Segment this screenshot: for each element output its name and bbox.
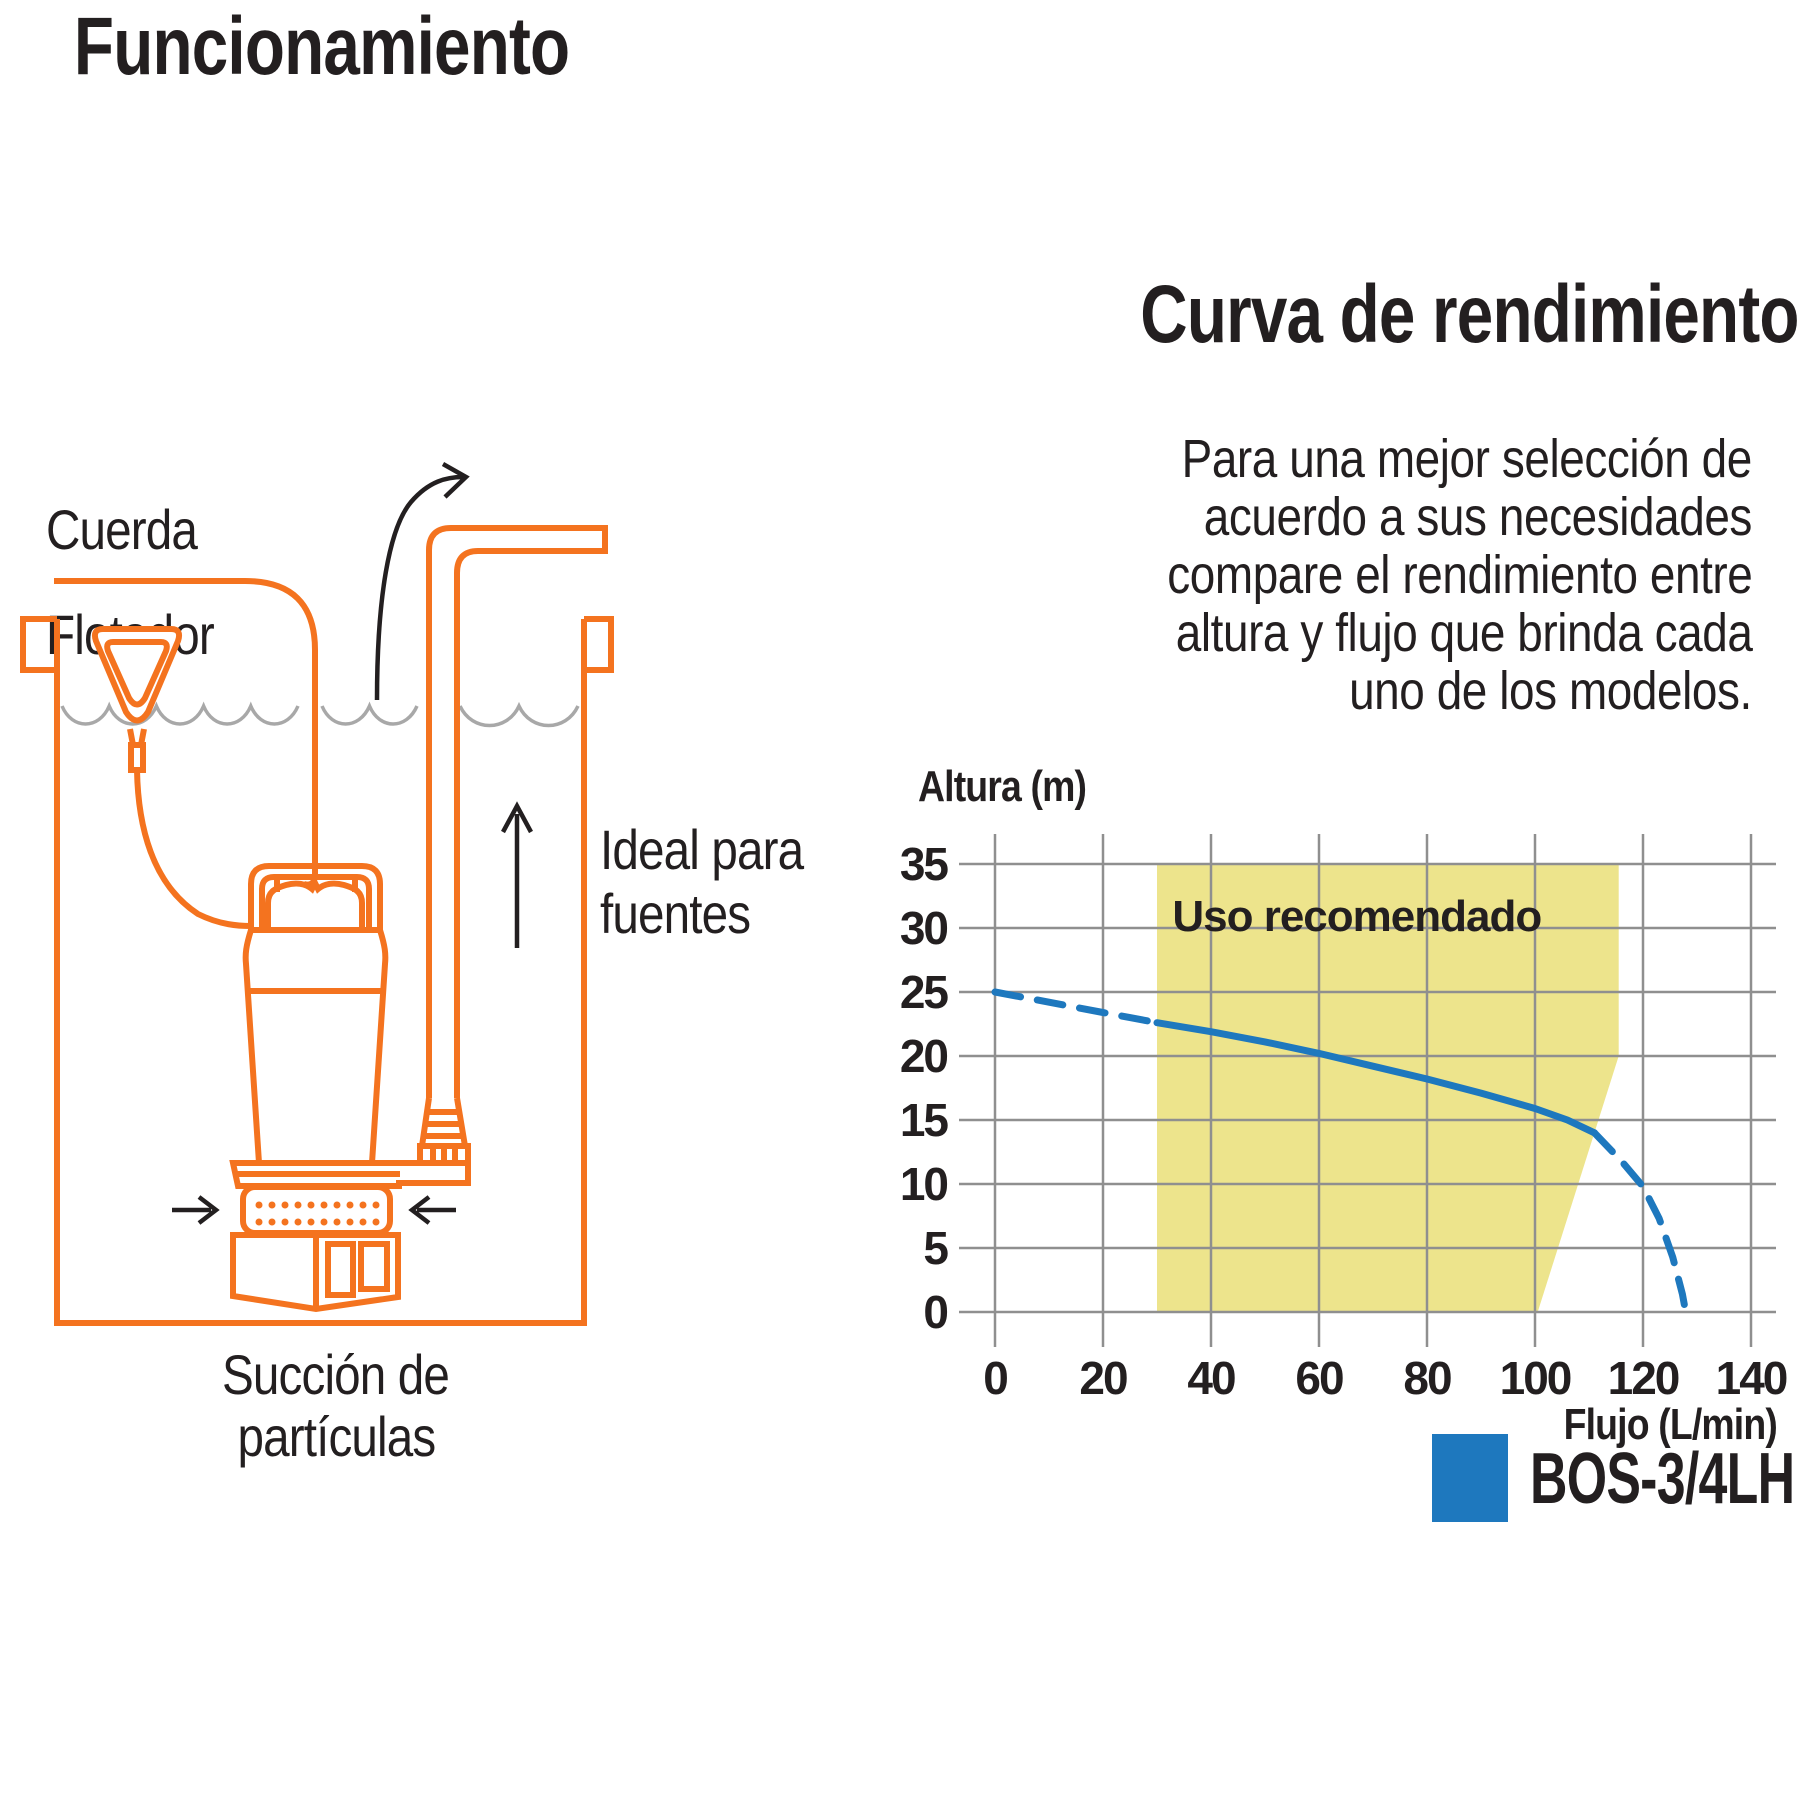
paragraph-line: altura y flujo que brinda cada <box>1175 603 1752 663</box>
y-axis-label: Altura (m) <box>918 762 1087 811</box>
suction-arrow-left <box>172 1195 220 1225</box>
discharge-pipe <box>417 525 608 1163</box>
arrows <box>172 462 533 1225</box>
y-tick-5: 5 <box>923 1222 948 1274</box>
strainer-hole <box>281 1218 289 1226</box>
left-title: Funcionamiento <box>0 0 644 94</box>
strainer-hole <box>346 1218 354 1226</box>
strainer-hole <box>268 1201 276 1209</box>
label-ideal-para-fuentes: Ideal para fuentes <box>600 818 804 945</box>
y-tick-10: 10 <box>900 1158 947 1210</box>
pump-base-window-1 <box>325 1241 356 1298</box>
recommended-region <box>1157 864 1619 1312</box>
y-tick-35: 35 <box>900 838 948 890</box>
pipe-coupling <box>419 1097 468 1147</box>
pump-handle-outer <box>248 863 383 930</box>
up-arrow <box>501 801 533 948</box>
float <box>91 626 183 773</box>
pump-strainer <box>240 1184 393 1236</box>
strainer-hole <box>372 1218 380 1226</box>
legend-swatch <box>1432 1434 1508 1522</box>
x-tick-20: 20 <box>1079 1352 1127 1404</box>
right-title-text: Curva de rendimiento <box>1140 269 1799 360</box>
pipe-coupling-band <box>417 1143 471 1163</box>
y-tick-20: 20 <box>900 1030 947 1082</box>
pump-base <box>230 1232 401 1313</box>
x-tick-60: 60 <box>1295 1352 1343 1404</box>
legend-label: BOS-3/4LH <box>1530 1439 1795 1519</box>
pump-diagram <box>20 462 614 1326</box>
strainer-dots <box>255 1201 380 1226</box>
strainer-hole <box>294 1201 302 1209</box>
strainer-hole <box>255 1218 263 1226</box>
x-tick-100: 100 <box>1500 1352 1571 1404</box>
y-tick-25: 25 <box>900 966 948 1018</box>
pump-dome <box>265 876 365 930</box>
tank-right-lip <box>584 616 614 673</box>
curve-BOS-3/4LH-seg0 <box>991 988 1161 1027</box>
pump-flange <box>229 1160 471 1189</box>
strainer-hole <box>333 1218 341 1226</box>
pump-handle-inner <box>259 874 372 930</box>
intro-paragraph: Para una mejor selección de acuerdo a su… <box>1064 429 1753 721</box>
strainer-hole <box>359 1218 367 1226</box>
paragraph-line: compare el rendimiento entre <box>1166 545 1753 605</box>
strainer-hole <box>307 1218 315 1226</box>
strainer-hole <box>307 1201 315 1209</box>
strainer-hole <box>255 1201 263 1209</box>
x-axis-label: Flujo (L/min) <box>1563 1400 1778 1449</box>
strainer-hole <box>294 1218 302 1226</box>
strainer-hole <box>320 1201 328 1209</box>
strainer-hole <box>346 1201 354 1209</box>
x-tick-140: 140 <box>1716 1352 1787 1404</box>
water-waves <box>60 701 580 728</box>
tank-outline <box>20 616 614 1326</box>
pump <box>229 863 471 1313</box>
suction-arrow-right <box>408 1195 456 1225</box>
x-tick-120: 120 <box>1608 1352 1679 1404</box>
paragraph-line: acuerdo a sus necesidades <box>1203 487 1753 547</box>
left-title-text: Funcionamiento <box>74 1 570 92</box>
x-tick-80: 80 <box>1403 1352 1451 1404</box>
y-tick-0: 0 <box>923 1286 947 1338</box>
paragraph-line: Para una mejor selección de <box>1181 429 1753 489</box>
strainer-hole <box>268 1218 276 1226</box>
strainer-hole <box>333 1201 341 1209</box>
curve-BOS-3/4LH-seg1 <box>1153 1019 1598 1137</box>
x-tick-40: 40 <box>1187 1352 1235 1404</box>
y-tick-30: 30 <box>900 902 947 954</box>
label-cuerda: Cuerda <box>46 498 198 561</box>
strainer-hole <box>372 1201 380 1209</box>
tank-walls <box>54 619 587 1326</box>
flow-arrow <box>374 462 470 701</box>
right-title: Curva de rendimiento <box>1058 268 1799 362</box>
y-tick-15: 15 <box>900 1094 948 1146</box>
strainer-hole <box>281 1201 289 1209</box>
curve-BOS-3/4LH-seg2 <box>1590 1129 1690 1316</box>
pump-body <box>242 927 389 1164</box>
paragraph-line: uno de los modelos. <box>1349 661 1752 721</box>
strainer-hole <box>359 1201 367 1209</box>
strainer-hole <box>320 1218 328 1226</box>
label-succion-de-particulas: Succión de partículas <box>222 1343 450 1468</box>
region-label: Uso recomendado <box>1172 892 1541 941</box>
pump-base-window-2 <box>358 1241 390 1292</box>
x-tick-0: 0 <box>983 1352 1007 1404</box>
tank-left-lip <box>20 616 57 673</box>
float-cable <box>134 769 252 929</box>
performance-chart: Uso recomendado 0 20 40 60 80 100 120 140 0 5 10 15 2… <box>900 834 1789 1404</box>
rope-line <box>54 578 318 888</box>
